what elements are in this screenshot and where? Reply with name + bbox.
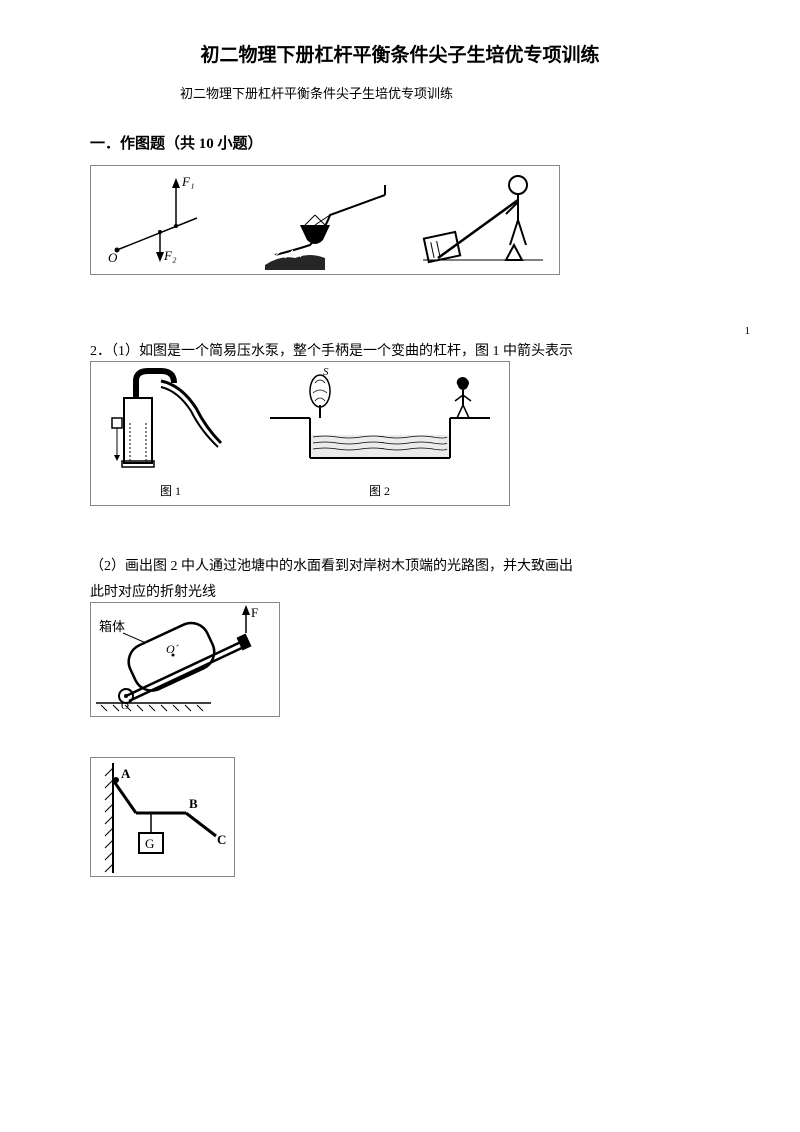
label-B: B bbox=[189, 796, 198, 811]
label-F: F bbox=[251, 605, 258, 620]
figure-2-label: 图 2 bbox=[265, 482, 495, 499]
figure-row-2: 图 1 S 图 2 bbox=[90, 361, 510, 506]
diagram-lever-forces: O F₁ F₂ bbox=[102, 170, 232, 270]
figure-row-1: O F₁ F₂ bbox=[90, 165, 560, 275]
label-A: A bbox=[121, 766, 131, 781]
section-header: 一．作图题（共 10 小题） bbox=[90, 132, 710, 153]
label-C: C bbox=[217, 832, 226, 847]
page-number: 1 bbox=[90, 325, 750, 337]
question-2-2-text: （2）画出图 2 中人通过池塘中的水面看到对岸树木顶端的光路图，并大致画出 bbox=[90, 556, 710, 578]
label-F1: F₁ bbox=[181, 174, 194, 189]
box-label: 箱体 bbox=[99, 619, 125, 634]
main-title: 初二物理下册杠杆平衡条件尖子生培优专项训练 bbox=[90, 40, 710, 67]
diagram-pond-refraction: S bbox=[265, 363, 495, 478]
question-2-1-text: 2．（1）如图是一个简易压水泵，整个手柄是一个变曲的杠杆，图 1 中箭头表示 bbox=[90, 341, 710, 359]
diagram-crane-basket bbox=[255, 170, 395, 270]
label-F2: F₂ bbox=[163, 248, 177, 263]
label-O2: O bbox=[121, 700, 129, 712]
figure-row-4: A B C G bbox=[90, 757, 235, 877]
diagram-luggage-lever: O´ F O 箱体 bbox=[91, 603, 281, 718]
subtitle: 初二物理下册杠杆平衡条件尖子生培优专项训练 bbox=[180, 83, 710, 102]
figure-row-3: O´ F O 箱体 bbox=[90, 602, 280, 717]
diagram-water-pump bbox=[106, 363, 236, 478]
figure-1-label: 图 1 bbox=[106, 482, 236, 499]
diagram-wall-bracket: A B C G bbox=[91, 758, 236, 878]
diagram-person-lever-box bbox=[418, 170, 548, 270]
figure-2-1-wrap: 图 1 bbox=[106, 363, 236, 499]
question-2-2b-text: 此时对应的折射光线 bbox=[90, 582, 710, 600]
label-G: G bbox=[145, 836, 154, 851]
label-S: S bbox=[323, 366, 329, 378]
figure-2-2-wrap: S 图 2 bbox=[265, 363, 495, 499]
label-O: O bbox=[108, 250, 118, 265]
